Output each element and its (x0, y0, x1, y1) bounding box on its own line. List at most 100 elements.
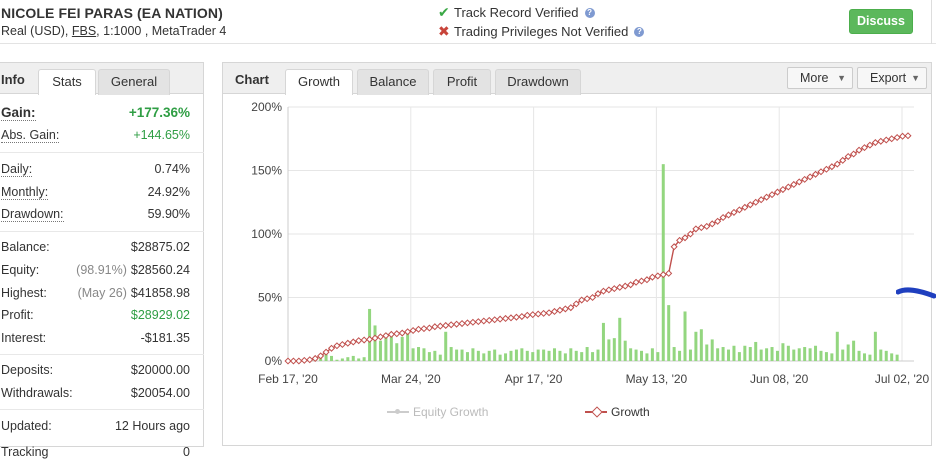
daily-bar (803, 347, 807, 361)
growth-point (371, 334, 379, 342)
daily-bar (650, 348, 654, 361)
growth-point (512, 313, 520, 321)
growth-point (833, 160, 841, 168)
growth-point (708, 220, 716, 228)
stat-label: Balance: (1, 240, 50, 254)
daily-bar (487, 350, 491, 361)
growth-point (692, 225, 700, 233)
daily-bar (607, 339, 611, 361)
help-icon[interactable]: ? (634, 26, 645, 37)
account-header: NICOLE FEI PARAS (EA NATION) Real (USD),… (0, 0, 936, 44)
tab-balance[interactable]: Balance (357, 69, 429, 95)
stat-label[interactable]: Abs. Gain: (1, 128, 60, 143)
discuss-button[interactable]: Discuss (849, 9, 913, 34)
stat-highest: Highest: (May 26) $41858.98 (1, 284, 190, 304)
stat-label[interactable]: Drawdown: (1, 207, 64, 222)
daily-bar (422, 348, 426, 361)
growth-point (431, 323, 439, 331)
daily-bar (852, 340, 856, 361)
daily-bar (792, 349, 796, 361)
daily-bar (618, 317, 622, 361)
daily-bar (612, 338, 616, 361)
x-tick-label: Apr 17, '20 (505, 372, 563, 386)
stat-value: 24.92% (147, 185, 190, 199)
daily-bar (346, 357, 350, 361)
tab-general[interactable]: General (98, 69, 170, 95)
daily-bar (661, 164, 665, 361)
growth-point (496, 315, 504, 323)
growth-point (578, 296, 586, 304)
growth-point (436, 322, 444, 330)
daily-bar (775, 350, 779, 361)
growth-point (627, 281, 635, 289)
daily-bar (830, 353, 834, 361)
daily-bar (890, 353, 894, 361)
growth-point (855, 146, 863, 154)
growth-chart[interactable]: 0% 50% 100% 150% 200% Feb 17, '20 Mar 24, '20 A… (223, 95, 931, 395)
broker-link[interactable]: FBS (71, 24, 97, 38)
stat-value: +144.65% (133, 128, 190, 142)
info-title: Info (1, 72, 25, 87)
daily-bar (797, 348, 801, 361)
growth-point (295, 357, 303, 365)
daily-bar (754, 341, 758, 361)
stat-balance: Balance: $28875.02 (1, 238, 190, 258)
help-icon[interactable]: ? (584, 7, 595, 18)
daily-bar (868, 354, 872, 361)
stat-label[interactable]: Gain: (1, 105, 36, 121)
daily-bar (493, 349, 497, 361)
growth-point (670, 243, 678, 251)
daily-bar (520, 348, 524, 361)
growth-point (763, 193, 771, 201)
legend-growth[interactable]: Growth (585, 405, 650, 419)
stat-label: Interest: (1, 331, 47, 345)
daily-bar (482, 353, 486, 361)
growth-point (366, 335, 374, 343)
tab-stats[interactable]: Stats (38, 69, 96, 95)
more-dropdown[interactable]: More ▼ (787, 67, 853, 89)
stat-value: -$181.35 (140, 331, 190, 345)
legend-label: Growth (611, 405, 650, 419)
daily-bar (460, 349, 464, 361)
export-dropdown[interactable]: Export ▼ (857, 67, 927, 89)
growth-point (806, 173, 814, 181)
growth-point (893, 133, 901, 142)
stat-gain: Gain: +177.36% (1, 103, 190, 123)
growth-point (333, 342, 341, 350)
info-tab-bar: Info Stats General (0, 63, 203, 95)
growth-point (768, 191, 776, 199)
daily-bar (558, 350, 562, 361)
daily-bar (585, 347, 589, 361)
growth-line (288, 135, 909, 362)
tab-profit[interactable]: Profit (433, 69, 491, 95)
growth-point (844, 152, 852, 161)
daily-bar (743, 345, 747, 361)
growth-point (616, 283, 624, 291)
daily-bar (340, 358, 344, 361)
growth-point (839, 156, 847, 164)
stat-profit: Profit: $28929.02 (1, 306, 190, 326)
growth-point (447, 321, 455, 329)
growth-point (860, 144, 869, 152)
growth-point (545, 309, 553, 317)
stat-label: Highest: (1, 286, 47, 300)
trading-privileges-label: Trading Privileges Not Verified (454, 24, 629, 39)
stat-label[interactable]: Daily: (1, 162, 33, 177)
daily-bar (727, 349, 731, 361)
daily-bar (471, 348, 475, 361)
chart-panel: Chart Growth Balance Profit Drawdown Mor… (222, 62, 932, 446)
growth-point (393, 330, 401, 338)
tab-growth[interactable]: Growth (285, 69, 353, 95)
daily-bar (536, 349, 540, 361)
growth-point (610, 285, 618, 293)
legend-equity-growth[interactable]: Equity Growth (387, 405, 488, 419)
daily-bar (656, 352, 660, 361)
tab-drawdown[interactable]: Drawdown (495, 69, 581, 95)
stat-label[interactable]: Monthly: (1, 185, 49, 200)
growth-point (550, 307, 559, 316)
daily-bar (862, 353, 866, 361)
check-icon: ✔ (438, 4, 450, 20)
growth-point (594, 290, 602, 298)
daily-bar (351, 355, 355, 361)
growth-point (344, 339, 352, 347)
